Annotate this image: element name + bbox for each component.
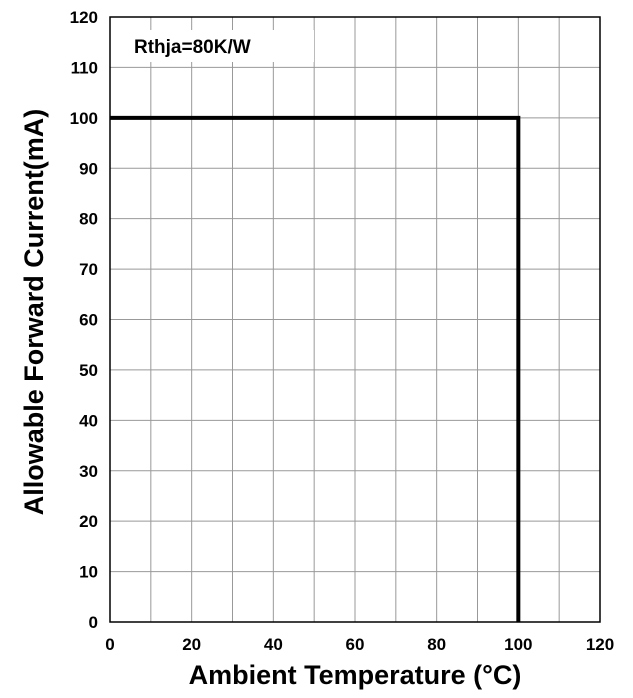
y-tick-label: 90 <box>79 159 98 178</box>
x-tick-labels: 0 20 40 60 80 100 120 <box>105 635 614 654</box>
plot-frame <box>109 16 601 623</box>
y-tick-label: 60 <box>79 311 98 330</box>
y-tick-label: 40 <box>79 411 98 430</box>
y-tick-label: 50 <box>79 361 98 380</box>
y-tick-label: 80 <box>79 210 98 229</box>
y-tick-label: 20 <box>79 512 98 531</box>
series-layer <box>110 115 521 622</box>
y-tick-label: 30 <box>79 462 98 481</box>
y-tick-label: 110 <box>71 58 98 77</box>
grid-lines <box>110 17 600 622</box>
x-tick-label: 20 <box>182 635 201 654</box>
y-tick-label: 0 <box>89 613 98 632</box>
y-tick-label: 100 <box>70 109 98 128</box>
x-tick-label: 60 <box>346 635 365 654</box>
y-tick-label: 10 <box>79 563 98 582</box>
x-axis-title: Ambient Temperature (°C) <box>189 660 522 690</box>
annotation-rthja: Rthja=80K/W <box>134 37 251 58</box>
annotation-box <box>124 30 314 62</box>
y-tick-labels: 0 10 20 30 40 50 60 70 80 90 100 110 120 <box>70 8 98 632</box>
y-tick-label: 70 <box>79 260 98 279</box>
x-tick-label: 100 <box>504 635 532 654</box>
series-line-derating <box>110 115 521 622</box>
x-tick-label: 80 <box>427 635 446 654</box>
x-tick-label: 0 <box>105 635 114 654</box>
x-tick-label: 40 <box>264 635 283 654</box>
y-axis-title: Allowable Forward Current(mA) <box>19 109 49 516</box>
y-tick-label: 120 <box>70 8 98 27</box>
x-tick-label: 120 <box>586 635 614 654</box>
